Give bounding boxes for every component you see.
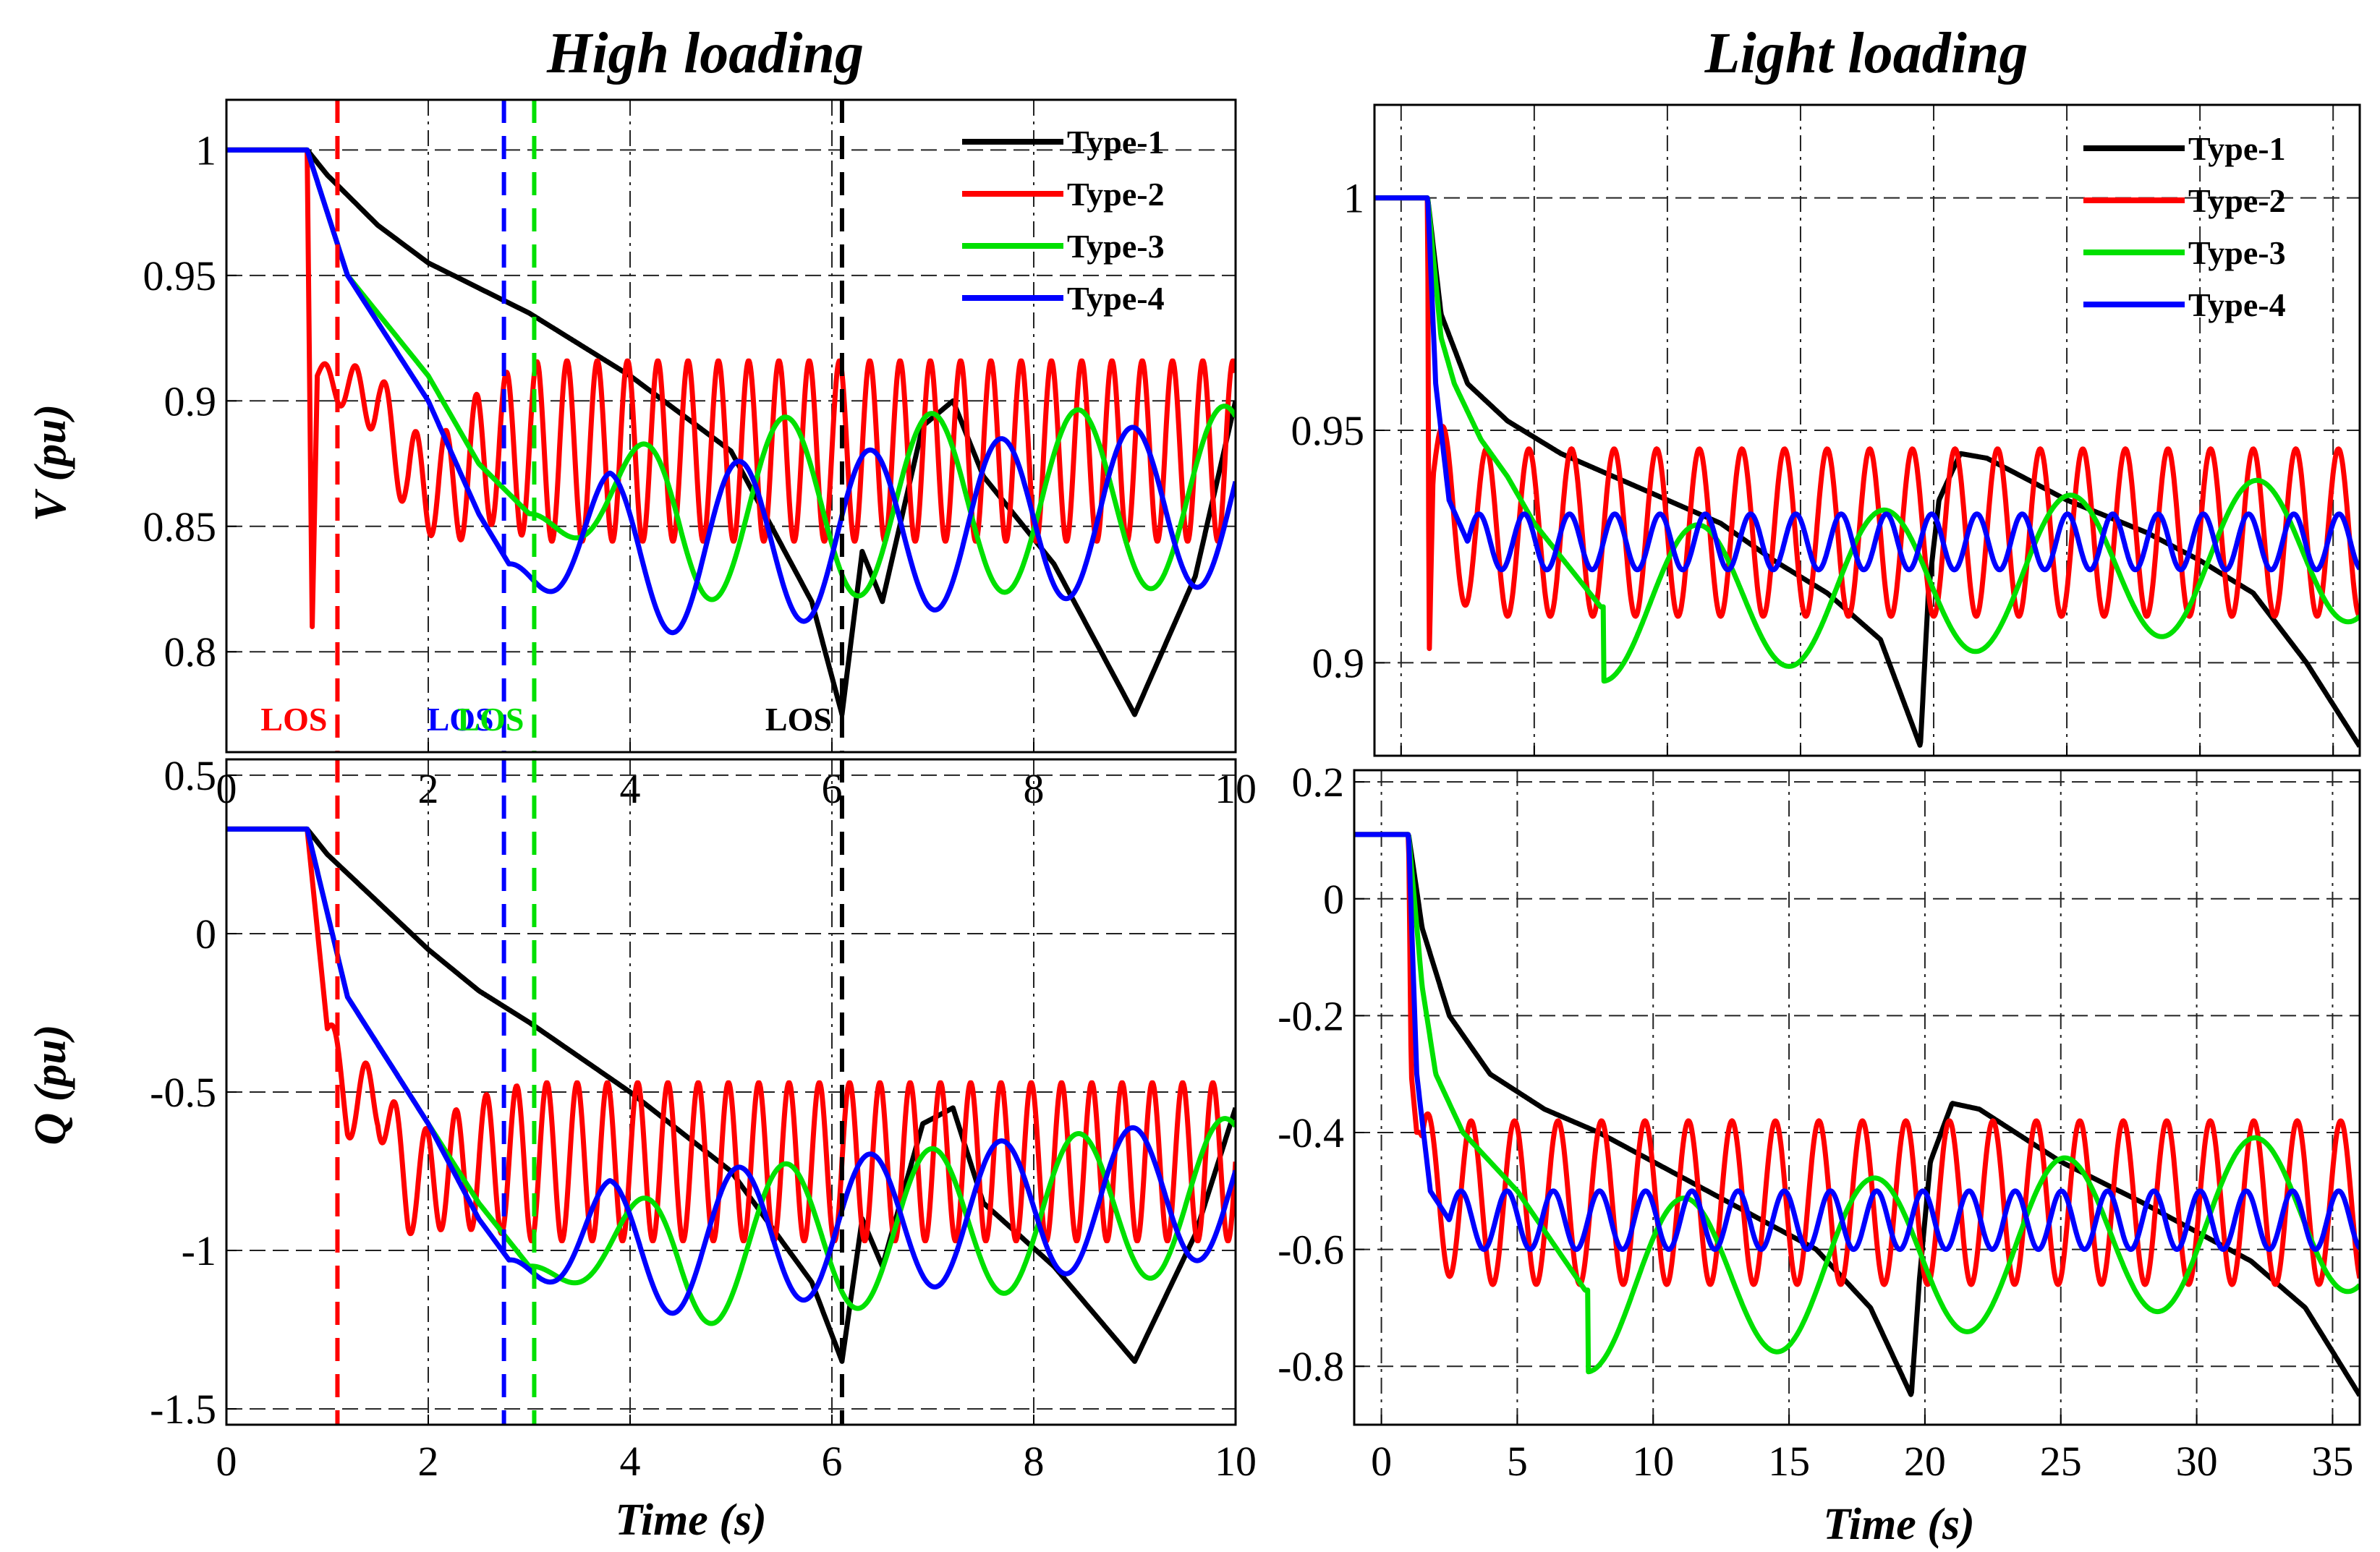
y-tick-label: 1 <box>1343 175 1364 222</box>
legend-label-type-3: Type-3 <box>1067 228 1165 265</box>
series-group <box>1374 195 2360 749</box>
los-label: LOS <box>457 701 524 738</box>
y-tick-label: 0.9 <box>1312 639 1365 686</box>
y-tick-label: -1 <box>182 1227 216 1274</box>
title-high-loading: High loading <box>546 22 864 85</box>
series-line-type-3 <box>1374 195 2360 684</box>
y-tick-label: 0.85 <box>143 503 217 550</box>
los-label: LOS <box>765 701 832 738</box>
y-tick-label: -0.8 <box>1278 1343 1344 1390</box>
x-tick-label: 20 <box>1904 1438 1946 1485</box>
y-tick-label: 0 <box>195 911 216 958</box>
x-tick-label: 10 <box>1215 1438 1257 1485</box>
y-tick-label: 0.95 <box>1291 407 1365 454</box>
series-line-type-4 <box>1354 832 2360 1253</box>
series-line-type-3 <box>1354 832 2360 1375</box>
series-line-type-2 <box>226 826 1236 1244</box>
x-tick-label: 8 <box>1024 1438 1045 1485</box>
panel-bottom-left: -1.5 -1 -0.5 0 0.5 0 2 4 6 8 10 <box>150 752 1257 1485</box>
y-tick-label: -0.4 <box>1278 1109 1344 1156</box>
series-group <box>1354 832 2360 1397</box>
y-tick-label: 1 <box>195 127 216 174</box>
y-tick-label: 0.2 <box>1292 759 1345 806</box>
y-tick-label: -1.5 <box>150 1386 216 1433</box>
x-tick-label: 5 <box>1507 1438 1528 1485</box>
legend-label-type-1: Type-1 <box>1067 124 1165 161</box>
series-line-type-4 <box>226 826 1236 1316</box>
legend-label-type-2: Type-2 <box>2188 182 2286 219</box>
y-tick-label: -0.5 <box>150 1069 216 1116</box>
xlabel-time-right: Time (s) <box>1823 1500 1974 1549</box>
x-tick-label: 6 <box>822 1438 843 1485</box>
plot-frame <box>1353 769 2361 1426</box>
series-group <box>226 826 1236 1364</box>
series-line-type-2 <box>1354 832 2360 1287</box>
y-tick-label: 0.8 <box>164 628 217 675</box>
x-tick-label: 0 <box>216 1438 237 1485</box>
x-tick-label: 4 <box>620 1438 641 1485</box>
panel-bottom-right: -0.8 -0.6 -0.4 -0.2 0 0.2 0 5 10 15 20 25 30 35 <box>1278 759 2361 1485</box>
plot-frame <box>1373 103 2361 757</box>
x-tick-label: 30 <box>2176 1438 2218 1485</box>
y-tick-label: -0.6 <box>1278 1227 1344 1274</box>
plot-frame <box>225 98 1237 754</box>
x-tick-label: 35 <box>2311 1438 2353 1485</box>
ylabel-q: Q (pu) <box>26 1024 75 1145</box>
los-label: LOS <box>428 701 494 738</box>
x-tick-label: 2 <box>418 1438 439 1485</box>
legend-label-type-1: Type-1 <box>2188 130 2286 167</box>
y-tick-label: 0.9 <box>164 378 217 425</box>
los-label: LOS <box>260 701 327 738</box>
ylabel-v: V (pu) <box>26 404 75 522</box>
series-group <box>226 147 1236 717</box>
legend-label-type-4: Type-4 <box>1067 280 1165 317</box>
panel-top-right: 0.9 0.95 1 Type-1 Type-2 Type-3 Type-4 <box>1291 103 2361 757</box>
legend-label-type-4: Type-4 <box>2188 286 2286 323</box>
y-tick-label: 0 <box>1323 876 1344 923</box>
plot-frame <box>225 758 1237 1426</box>
series-line-type-2 <box>226 147 1236 629</box>
y-tick-label: 0.5 <box>164 752 217 799</box>
series-line-type-2 <box>1374 195 2360 652</box>
x-tick-label: 10 <box>1632 1438 1674 1485</box>
x-tick-label: 0 <box>1371 1438 1392 1485</box>
y-tick-label: 0.95 <box>143 252 217 299</box>
xlabel-time-left: Time (s) <box>615 1496 766 1545</box>
series-line-type-4 <box>1374 195 2360 573</box>
series-line-type-4 <box>226 147 1236 636</box>
series-line-type-1 <box>1354 832 2360 1397</box>
series-line-type-1 <box>226 147 1236 717</box>
legend-label-type-3: Type-3 <box>2188 234 2286 271</box>
legend-label-type-2: Type-2 <box>1067 176 1165 213</box>
series-line-type-3 <box>226 147 1236 602</box>
x-tick-label: 15 <box>1768 1438 1810 1485</box>
y-tick-label: -0.2 <box>1278 992 1344 1039</box>
title-light-loading: Light loading <box>1704 22 2028 85</box>
x-tick-label: 25 <box>2040 1438 2082 1485</box>
